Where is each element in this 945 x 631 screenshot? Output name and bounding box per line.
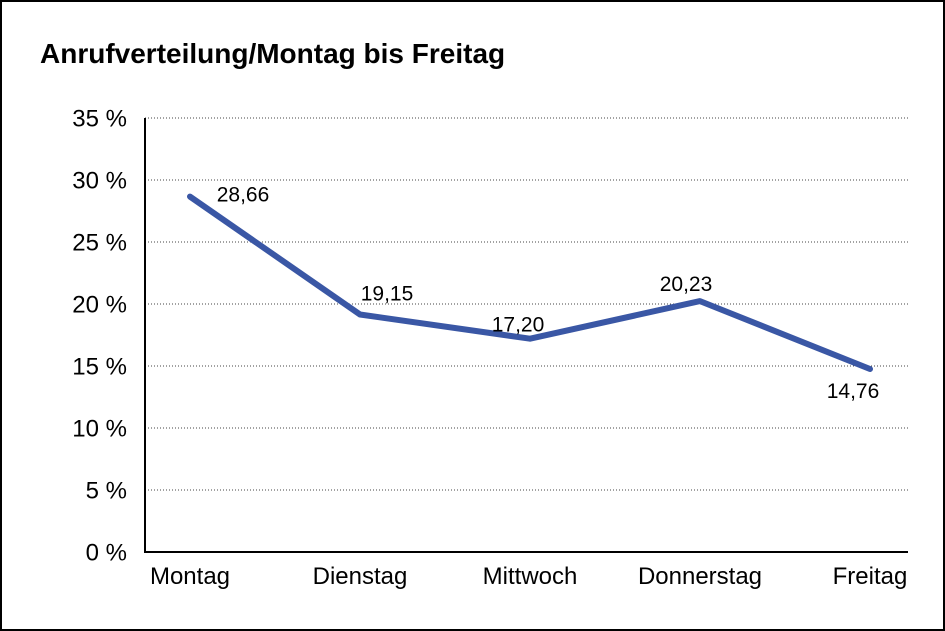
x-axis-label: Mittwoch (483, 563, 578, 590)
chart-title: Anrufverteilung/Montag bis Freitag (40, 38, 506, 69)
y-tick-label: 10 % (72, 416, 127, 443)
data-point-label: 17,20 (492, 314, 545, 337)
y-tick-label: 25 % (72, 230, 127, 257)
y-tick-label: 20 % (72, 292, 127, 319)
data-line (187, 193, 873, 372)
y-tick-label: 30 % (72, 168, 127, 195)
x-axis-label: Dienstag (313, 563, 408, 590)
y-tick-label: 15 % (72, 354, 127, 381)
y-tick-label: 0 % (86, 540, 127, 567)
data-point-label: 20,23 (660, 273, 713, 296)
x-axis-label: Freitag (833, 563, 908, 590)
x-axis-label: Donnerstag (638, 563, 762, 590)
y-tick-label: 35 % (72, 106, 127, 133)
data-point-label: 19,15 (361, 283, 414, 306)
x-axis-label: Montag (150, 563, 230, 590)
y-tick-label: 5 % (86, 478, 127, 505)
data-point-label: 14,76 (827, 380, 880, 403)
data-point-label: 28,66 (217, 184, 270, 207)
